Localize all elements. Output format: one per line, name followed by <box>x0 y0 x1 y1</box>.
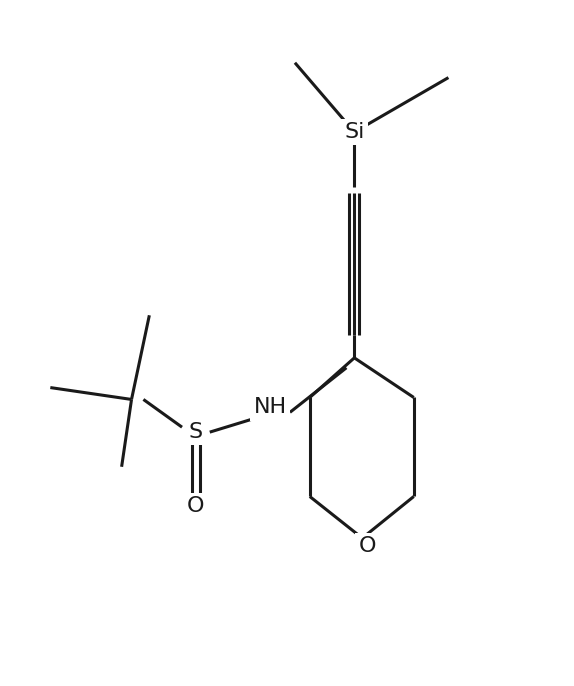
Text: O: O <box>359 536 376 556</box>
Text: NH: NH <box>254 397 287 417</box>
Text: S: S <box>189 422 203 442</box>
Text: Si: Si <box>344 122 364 142</box>
Text: O: O <box>187 497 205 517</box>
